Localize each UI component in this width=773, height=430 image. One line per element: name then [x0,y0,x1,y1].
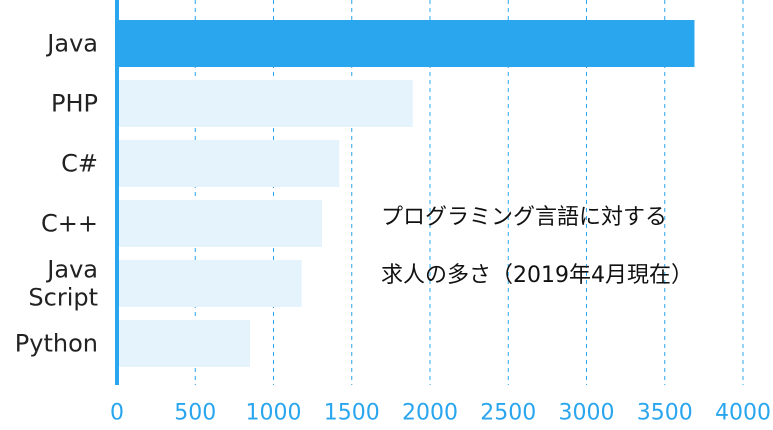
bar-cx [117,140,340,187]
category-label: C++ [41,210,98,238]
category-label: C# [61,150,98,178]
x-tick-label: 3000 [559,401,615,426]
bar-cxx [117,200,323,247]
x-tick-label: 3500 [637,401,693,426]
x-tick-label: 1000 [246,401,302,426]
category-label: Script [28,284,98,312]
annotation-line-2: 求人の多さ（2019年4月現在） [381,263,693,288]
x-tick-label: 2000 [402,401,458,426]
category-label: Python [15,330,98,358]
bar-java-script [117,260,302,307]
annotation-line-1: プログラミング言語に対する [381,205,667,230]
category-label: PHP [51,90,98,118]
bar-php [117,80,413,127]
x-tick-label: 500 [174,401,216,426]
bar-python [117,320,251,367]
x-tick-labels: 0 500 1000 1500 2000 2500 3000 3500 4000 [110,401,771,426]
bar-java [117,20,695,67]
bars [117,20,695,367]
x-tick-label: 2500 [480,401,536,426]
x-tick-label: 4000 [715,401,771,426]
x-tick-label: 0 [110,401,124,426]
category-label: Java [45,30,98,58]
category-label: Java [45,256,98,284]
x-tick-label: 1500 [324,401,380,426]
